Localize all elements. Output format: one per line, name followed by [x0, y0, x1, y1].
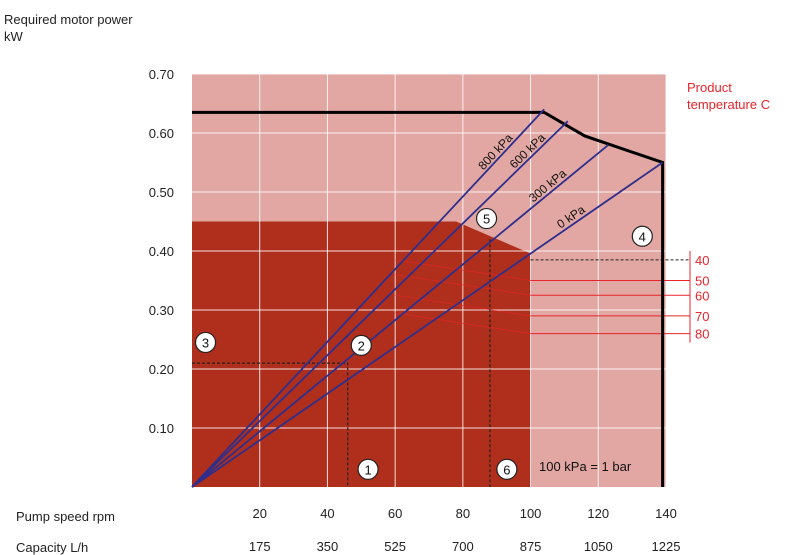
y-tick-label: 0.70: [149, 67, 174, 82]
temperature-label: 80: [695, 327, 709, 342]
pressure-line-0-kpa: [191, 161, 664, 488]
x-speed-tick-label: 40: [320, 506, 334, 521]
marker-circle-3: [194, 331, 217, 354]
x-axis-capacity-label: Capacity L/h: [16, 540, 89, 555]
x-capacity-tick-label: 525: [384, 539, 406, 554]
temperature-label: 70: [695, 309, 709, 324]
x-capacity-tick-label: 350: [317, 539, 339, 554]
x-speed-tick-label: 100: [520, 506, 542, 521]
y-tick-label: 0.40: [149, 244, 174, 259]
x-speed-tick-label: 140: [655, 506, 677, 521]
temperature-curve: [395, 294, 531, 317]
x-speed-tick-label: 20: [252, 506, 266, 521]
marker-circle-4: [631, 225, 653, 247]
x-capacity-tick-label: 175: [249, 539, 271, 554]
x-capacity-tick-label: 1050: [584, 539, 613, 554]
y-tick-label: 0.20: [149, 362, 174, 377]
x-capacity-tick-label: 875: [520, 539, 542, 554]
y-tick-label: 0.60: [149, 126, 174, 141]
x-axis-speed-label: Pump speed rpm: [16, 509, 115, 524]
y-tick-label: 0.50: [149, 185, 174, 200]
x-speed-tick-label: 120: [587, 506, 609, 521]
marker-label: 2: [358, 338, 365, 353]
x-speed-tick-label: 80: [456, 506, 470, 521]
marker-circle-2: [350, 334, 372, 356]
temperature-curve: [395, 259, 531, 281]
y-axis-title: Required motor power: [4, 12, 133, 27]
y-tick-label: 0.10: [149, 421, 174, 436]
temperature-label: 60: [695, 288, 709, 303]
x-speed-tick-label: 60: [388, 506, 402, 521]
y-axis-unit: kW: [4, 29, 23, 44]
max-power-outline: [192, 110, 665, 487]
marker-circle-1: [357, 458, 379, 480]
temperature-curve: [395, 274, 531, 296]
pressure-line-300-kpa: [191, 144, 610, 488]
pressure-line-600-kpa: [191, 120, 569, 488]
pressure-line-800-kpa: [191, 108, 545, 488]
marker-label: 3: [202, 335, 209, 350]
marker-label: 4: [639, 229, 646, 244]
unit-annotation: 100 kPa = 1 bar: [539, 459, 632, 474]
temperature-title: Product: [687, 80, 732, 95]
x-capacity-tick-label: 700: [452, 539, 474, 554]
marker-circle-5: [475, 207, 498, 230]
marker-label: 6: [503, 462, 510, 477]
x-capacity-tick-label: 1225: [652, 539, 681, 554]
marker-label: 1: [364, 462, 371, 477]
y-tick-label: 0.30: [149, 303, 174, 318]
temperature-label: 40: [695, 253, 709, 268]
temperature-label: 50: [695, 274, 709, 289]
temperature-unit: temperature C: [687, 97, 771, 112]
marker-circle-6: [496, 458, 518, 480]
reference-dashed-line: [192, 362, 349, 487]
marker-label: 5: [483, 212, 490, 227]
temperature-curve: [395, 312, 531, 334]
